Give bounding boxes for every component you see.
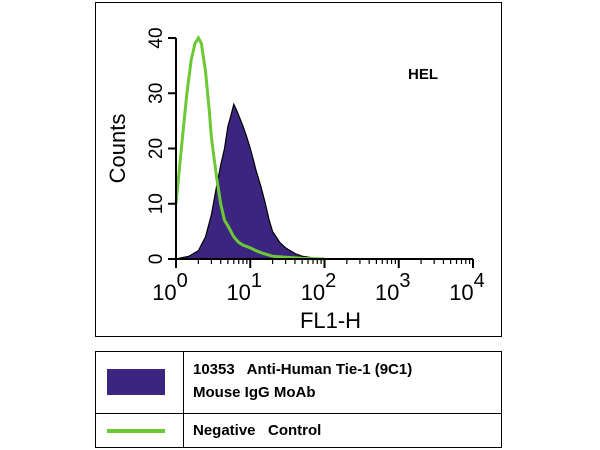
y-axis-label: Counts xyxy=(105,114,130,184)
y-tick-label-10: 10 xyxy=(146,193,167,214)
panel-label: HEL xyxy=(408,66,438,83)
legend-box: 10353 Anti-Human Tie-1 (9C1) Mouse IgG M… xyxy=(95,351,502,448)
legend-label-negative-control: Negative Control xyxy=(193,422,322,439)
y-tick-label-40: 40 xyxy=(146,27,167,48)
legend-swatch-antibody xyxy=(107,369,165,395)
y-tick-label-0: 0 xyxy=(146,254,167,265)
x-tick-label-exponent-3: 3 xyxy=(399,270,410,292)
legend-label-antibody-line2: Mouse IgG MoAb xyxy=(193,384,316,401)
y-tick-label-30: 30 xyxy=(146,83,167,104)
y-tick-label-20: 20 xyxy=(146,138,167,159)
legend-swatch-negative-control xyxy=(107,429,165,433)
x-tick-label-exponent-4: 4 xyxy=(474,270,485,292)
x-tick-label-exponent-1: 1 xyxy=(251,270,262,292)
legend-column-divider xyxy=(183,352,184,447)
x-tick-label-exponent-0: 0 xyxy=(177,270,188,292)
series-1-line xyxy=(174,35,325,261)
x-tick-label-exponent-2: 2 xyxy=(325,270,336,292)
x-tick-label-0: 100 xyxy=(152,270,188,305)
legend-label-antibody-line1: 10353 Anti-Human Tie-1 (9C1) xyxy=(193,361,413,378)
x-axis-label: FL1-H xyxy=(300,308,361,333)
x-tick-label-1: 101 xyxy=(226,270,262,305)
histogram-panel: 0 10 20 30 40 100 101 102 103 104 Counts FL1-H HEL xyxy=(95,2,502,337)
x-tick-label-4: 104 xyxy=(449,270,485,305)
legend-row-divider xyxy=(96,413,501,414)
series-0-area xyxy=(175,102,325,260)
x-tick-label-3: 103 xyxy=(375,270,411,305)
x-tick-label-2: 102 xyxy=(301,270,337,305)
